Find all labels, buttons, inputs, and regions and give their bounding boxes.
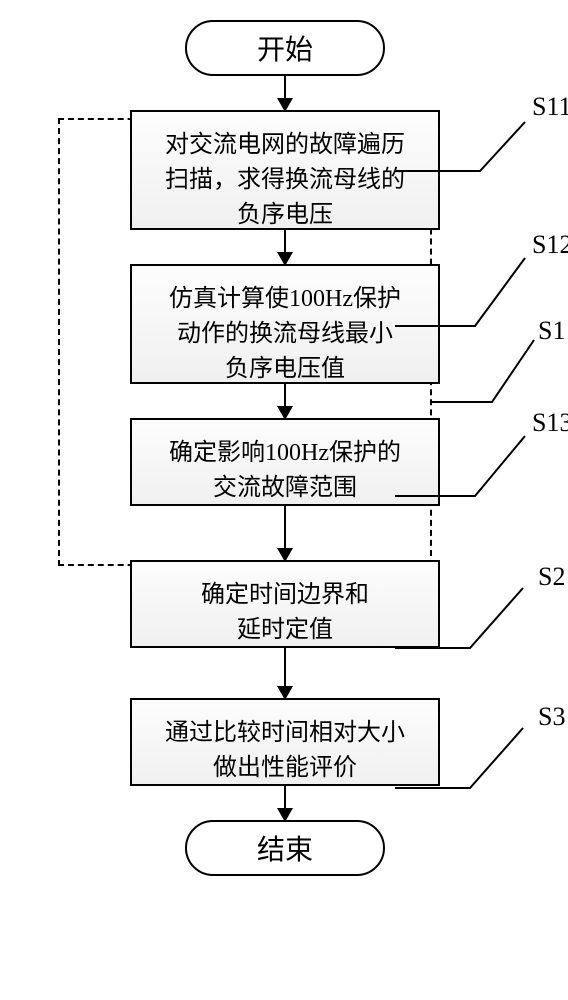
- process-s12: 仿真计算使100Hz保护 动作的换流母线最小 负序电压值: [130, 264, 440, 384]
- leader-s1: [432, 318, 568, 408]
- leader-s13: [395, 418, 565, 508]
- process-s13-text: 确定影响100Hz保护的 交流故障范围: [169, 440, 401, 501]
- start-label: 开始: [257, 28, 313, 68]
- leader-s11: [395, 116, 565, 186]
- process-s11: 对交流电网的故障遍历 扫描，求得换流母线的 负序电压: [130, 110, 440, 230]
- arrow-6: [284, 786, 286, 820]
- end-label: 结束: [257, 828, 313, 868]
- end-terminal: 结束: [185, 820, 385, 876]
- start-terminal: 开始: [185, 20, 385, 76]
- arrow-1: [284, 76, 286, 110]
- process-s11-text: 对交流电网的故障遍历 扫描，求得换流母线的 负序电压: [165, 132, 405, 228]
- leader-s3: [395, 718, 565, 808]
- arrow-4: [284, 506, 286, 560]
- process-s3-text: 通过比较时间相对大小 做出性能评价: [165, 720, 405, 781]
- process-s13: 确定影响100Hz保护的 交流故障范围: [130, 418, 440, 506]
- arrow-5: [284, 648, 286, 698]
- process-s2: 确定时间边界和 延时定值: [130, 560, 440, 648]
- process-s3: 通过比较时间相对大小 做出性能评价: [130, 698, 440, 786]
- process-s2-text: 确定时间边界和 延时定值: [201, 582, 369, 643]
- arrow-3: [284, 384, 286, 418]
- leader-s2: [395, 578, 565, 668]
- arrow-2: [284, 230, 286, 264]
- process-s12-text: 仿真计算使100Hz保护 动作的换流母线最小 负序电压值: [169, 286, 401, 382]
